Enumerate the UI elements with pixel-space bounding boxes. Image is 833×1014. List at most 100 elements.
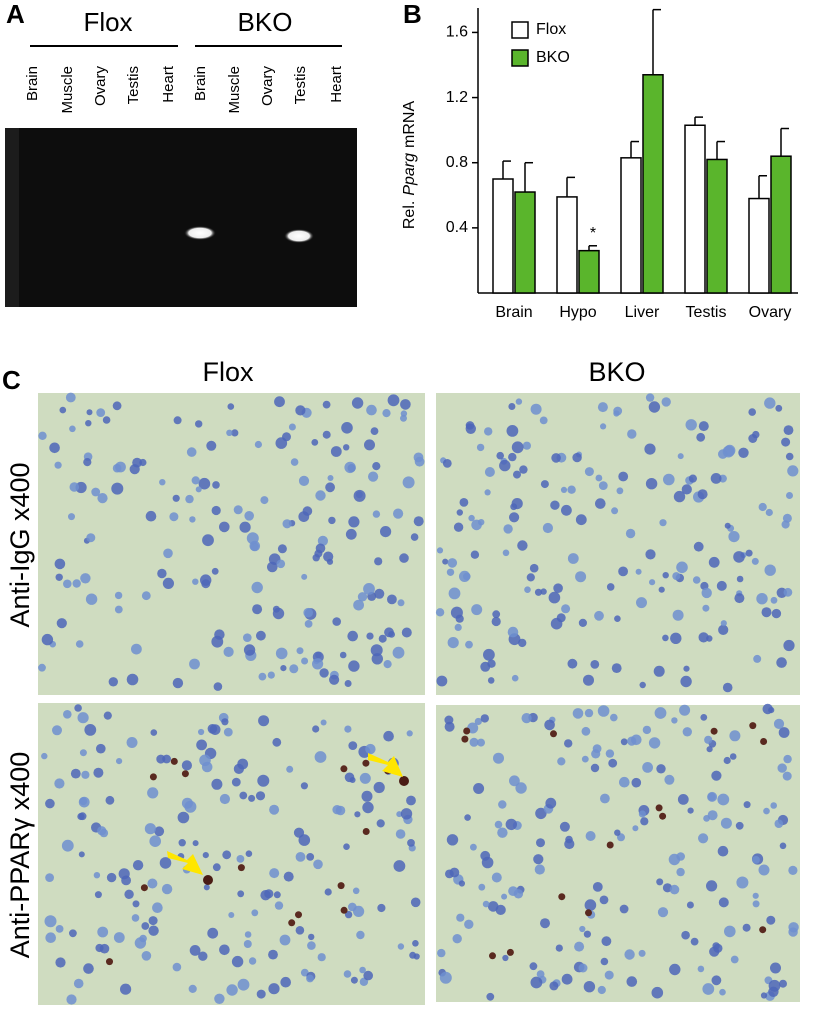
nucleus — [482, 900, 490, 908]
nucleus — [730, 955, 739, 964]
nucleus — [463, 572, 471, 581]
nucleus — [511, 674, 519, 682]
nucleus — [540, 480, 549, 489]
nucleus — [272, 737, 282, 747]
nucleus — [81, 770, 90, 779]
nucleus — [513, 889, 524, 899]
nucleus — [702, 604, 710, 612]
nucleus — [213, 682, 223, 691]
nucleus — [272, 605, 280, 613]
nucleus — [436, 675, 448, 687]
nucleus — [735, 821, 744, 830]
nucleus — [728, 531, 740, 543]
nucleus — [701, 587, 712, 599]
nucleus — [198, 728, 205, 736]
nucleus — [719, 988, 726, 996]
nucleus — [600, 793, 610, 804]
nucleus — [626, 976, 638, 987]
nucleus — [484, 427, 493, 436]
nucleus — [295, 405, 306, 416]
nucleus — [55, 573, 63, 581]
nucleus — [132, 860, 144, 871]
nucleus — [356, 930, 365, 940]
nucleus — [752, 900, 760, 908]
nucleus — [373, 781, 385, 794]
nucleus — [718, 897, 729, 908]
nucleus — [371, 653, 383, 665]
nucleus — [751, 557, 759, 565]
bar — [578, 249, 600, 294]
nucleus — [354, 811, 361, 818]
nucleus — [572, 708, 584, 719]
nucleus — [453, 522, 464, 532]
nucleus — [676, 867, 685, 877]
nucleus — [413, 452, 424, 463]
stained-nucleus — [203, 875, 213, 885]
nucleus — [447, 637, 459, 649]
nucleus — [572, 452, 582, 463]
nucleus — [198, 477, 211, 490]
nucleus — [63, 579, 72, 589]
nucleus — [517, 540, 528, 551]
nucleus — [614, 615, 621, 622]
nucleus — [752, 856, 760, 864]
nucleus — [332, 617, 342, 626]
gel-lane-label: Muscle — [59, 66, 76, 114]
nucleus — [474, 717, 482, 726]
nucleus — [564, 739, 573, 748]
micrograph — [38, 393, 425, 695]
nucleus — [189, 945, 201, 956]
nucleus — [465, 421, 475, 430]
nucleus — [770, 962, 781, 974]
nucleus — [192, 578, 199, 585]
nucleus — [410, 533, 419, 541]
nucleus — [654, 707, 667, 719]
nucleus — [97, 493, 108, 504]
stained-nucleus — [550, 730, 557, 738]
nucleus — [605, 749, 615, 758]
nucleus — [202, 534, 214, 547]
nucleus — [295, 852, 306, 862]
nucleus — [268, 949, 278, 960]
nucleus — [681, 930, 690, 940]
nucleus — [748, 434, 758, 443]
nucleus — [349, 777, 356, 783]
nucleus — [161, 883, 173, 895]
nucleus — [575, 571, 587, 583]
nucleus — [508, 512, 520, 523]
nucleus — [624, 949, 635, 960]
nucleus — [592, 882, 603, 892]
nucleus — [669, 963, 681, 976]
nucleus — [59, 406, 67, 414]
nucleus — [236, 855, 245, 863]
nucleus — [491, 616, 501, 627]
stained-nucleus — [106, 958, 113, 966]
nucleus — [781, 437, 791, 447]
nucleus — [312, 658, 324, 670]
nucleus — [256, 989, 266, 999]
nucleus — [548, 591, 561, 604]
nucleus — [551, 453, 561, 463]
nucleus — [200, 574, 212, 586]
nucleus — [348, 516, 360, 528]
nucleus — [642, 725, 652, 735]
nucleus — [502, 549, 510, 557]
nucleus — [83, 963, 94, 974]
nucleus — [344, 680, 352, 687]
nucleus — [84, 724, 97, 736]
nucleus — [718, 624, 729, 636]
nucleus — [581, 726, 591, 736]
nucleus — [177, 811, 190, 824]
nucleus — [315, 490, 326, 501]
nucleus — [742, 923, 751, 932]
stained-nucleus — [710, 727, 718, 735]
nucleus — [80, 573, 91, 584]
nucleus — [400, 808, 413, 820]
nucleus — [670, 632, 682, 644]
arrow — [368, 753, 403, 777]
nucleus — [203, 884, 210, 891]
nucleus — [540, 588, 547, 595]
nucleus — [511, 441, 524, 454]
nucleus — [561, 973, 573, 985]
nucleus — [126, 673, 139, 686]
